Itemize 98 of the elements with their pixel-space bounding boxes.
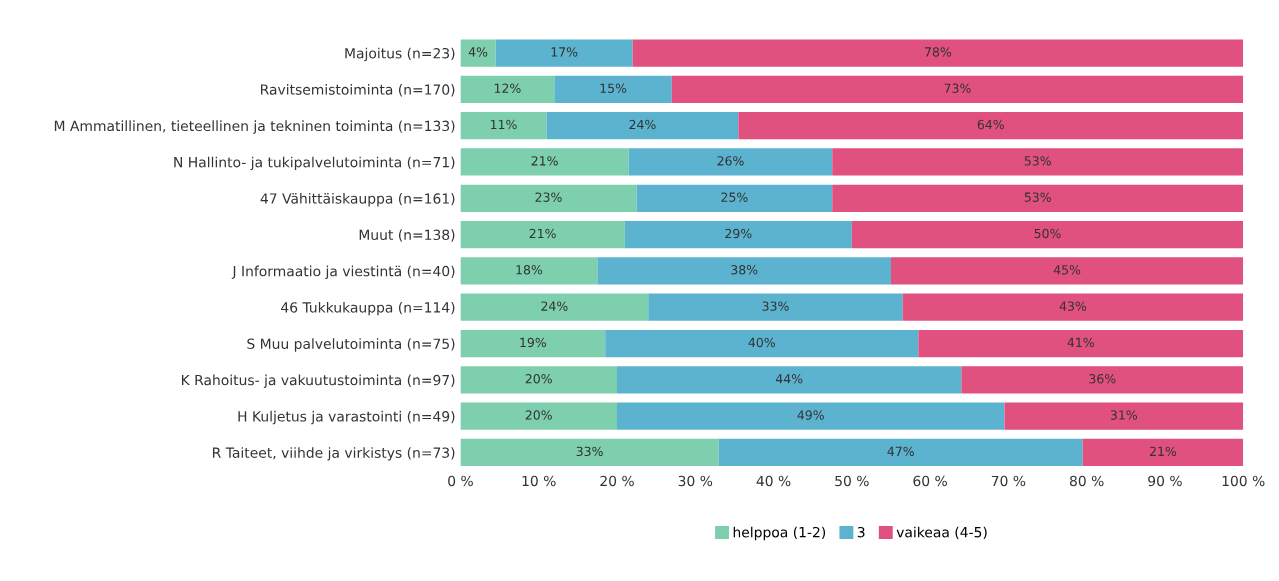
data-label: 44%	[775, 374, 803, 384]
y-tick-label: 47 Vähittäiskauppa (n=161)	[260, 192, 455, 207]
data-label: 23%	[535, 192, 562, 202]
data-label: 25%	[721, 192, 748, 202]
data-label: 26%	[717, 156, 744, 166]
data-label: 21%	[529, 228, 556, 239]
data-label: 50%	[1034, 228, 1061, 239]
data-label: 40%	[748, 337, 775, 348]
data-label: 21%	[531, 156, 558, 166]
x-tick-label: 10 %	[522, 475, 556, 487]
bar	[460, 366, 617, 394]
data-label: 45%	[1053, 265, 1081, 275]
y-tick-label: S Muu palvelutoiminta (n=75)	[247, 338, 455, 352]
bar	[597, 257, 891, 285]
data-label: 20%	[525, 374, 552, 384]
bar	[1082, 438, 1244, 467]
data-label: 12%	[494, 83, 521, 93]
bar	[460, 257, 598, 285]
bar	[648, 293, 903, 321]
bar	[628, 148, 833, 176]
y-tick-label: Ravitsemistoiminta (n=170)	[261, 84, 455, 97]
bar	[460, 148, 629, 176]
y-tick-label: N Hallinto- ja tukipalvelutoiminta (n=71)	[174, 156, 455, 171]
bar	[460, 39, 496, 67]
data-label: 20%	[525, 410, 552, 420]
bar	[902, 293, 1244, 321]
data-label: 24%	[629, 119, 656, 130]
bar	[495, 39, 633, 67]
x-tick-label: 0 %	[448, 475, 473, 487]
bar	[546, 112, 739, 140]
bar	[632, 39, 1244, 67]
data-label: 19%	[520, 337, 547, 348]
y-tick-label: 46 Tukkukauppa (n=114)	[281, 301, 455, 316]
x-tick-label: 100 %	[1222, 475, 1265, 487]
y-tick-label: Muut (n=138)	[359, 229, 455, 242]
data-label: 43%	[1059, 301, 1087, 311]
bar	[851, 220, 1244, 249]
data-label: 31%	[1110, 410, 1138, 420]
legend-label: 3	[857, 526, 865, 538]
bar	[624, 220, 852, 249]
y-tick-label: R Taiteet, viihde ja virkistys (n=73)	[213, 447, 455, 461]
y-tick-label: M Ammatillinen, tieteellinen ja tekninen toiminta (n=133)	[54, 120, 455, 134]
bar	[832, 148, 1244, 176]
bar	[460, 402, 617, 430]
bar	[460, 75, 555, 103]
data-label: 53%	[1024, 156, 1051, 166]
data-label: 78%	[925, 47, 952, 57]
data-label: 47%	[887, 446, 914, 457]
data-label: 36%	[1089, 374, 1116, 384]
bar	[460, 220, 625, 249]
legend-label: helppoa (1-2)	[733, 526, 826, 541]
bar	[636, 184, 833, 212]
bar	[554, 75, 672, 103]
bar	[460, 184, 637, 212]
bar	[890, 257, 1244, 285]
data-label: 49%	[797, 410, 824, 420]
y-tick-label: Majoitus (n=23)	[345, 47, 455, 62]
bar	[671, 75, 1244, 103]
bar	[1004, 402, 1244, 430]
y-tick-label: H Kuljetus ja varastointi (n=49)	[238, 410, 455, 425]
data-label: 29%	[725, 228, 752, 239]
data-label: 41%	[1067, 337, 1094, 348]
x-tick-label: 30 %	[678, 475, 713, 487]
bar	[460, 293, 649, 321]
data-label: 73%	[944, 83, 971, 93]
x-tick-label: 50 %	[835, 475, 869, 487]
y-tick-label: J Informaatio ja viestintä (n=40)	[231, 265, 455, 280]
data-label: 21%	[1149, 446, 1177, 457]
data-label: 17%	[551, 47, 578, 57]
data-label: 15%	[600, 83, 627, 93]
bar	[832, 184, 1244, 212]
data-label: 11%	[490, 119, 517, 130]
bar	[605, 329, 919, 358]
x-tick-label: 40 %	[756, 475, 791, 487]
bar	[918, 329, 1244, 358]
x-tick-label: 70 %	[991, 475, 1026, 487]
bar	[460, 329, 606, 358]
bar	[616, 366, 962, 394]
y-tick-label: K Rahoitus- ja vakuutustoiminta (n=97)	[181, 374, 455, 388]
data-label: 18%	[516, 265, 543, 275]
bar	[460, 438, 719, 467]
data-label: 33%	[576, 446, 603, 457]
data-label: 4%	[468, 47, 488, 57]
data-label: 24%	[541, 301, 568, 311]
x-tick-label: 20 %	[600, 475, 634, 487]
bar	[738, 112, 1244, 140]
data-label: 38%	[731, 265, 758, 275]
legend-label: vaikeaa (4-5)	[896, 526, 987, 540]
data-label: 53%	[1024, 192, 1051, 202]
x-tick-label: 80 %	[1069, 475, 1104, 487]
data-label: 33%	[762, 301, 789, 311]
bar	[616, 402, 1005, 430]
x-tick-label: 60 %	[913, 475, 947, 487]
data-label: 64%	[977, 119, 1004, 130]
x-tick-label: 90 %	[1148, 475, 1182, 487]
bar	[718, 438, 1083, 467]
bar	[961, 366, 1244, 394]
bar	[460, 112, 547, 140]
